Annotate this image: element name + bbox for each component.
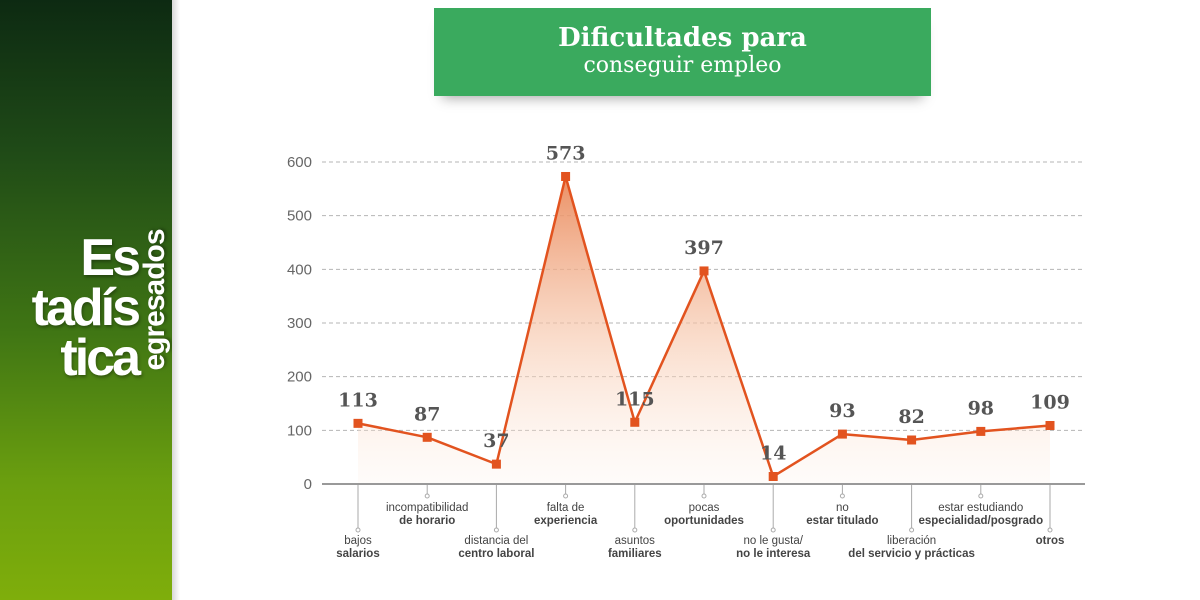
category-label: otros xyxy=(1036,535,1065,547)
axes: 0 100 200 300 400 500 600 xyxy=(287,154,1085,493)
category-tick-dot xyxy=(355,527,361,533)
category-label: salarios xyxy=(336,548,379,560)
category-tick-dot xyxy=(493,527,499,533)
y-tick-label: 500 xyxy=(287,208,312,225)
data-label: 573 xyxy=(546,142,586,164)
category-label: experiencia xyxy=(534,515,598,527)
data-point xyxy=(353,418,363,428)
data-point xyxy=(907,435,917,445)
data-label: 93 xyxy=(829,400,855,422)
brand-line-3: tica xyxy=(60,329,141,387)
category-label: pocas xyxy=(689,502,720,514)
data-label: 113 xyxy=(338,389,378,411)
data-point xyxy=(699,266,709,276)
category-tick-dot xyxy=(424,493,430,499)
category-tick-dot xyxy=(563,493,569,499)
chart-subtitle: conseguir empleo xyxy=(583,53,782,78)
category-tick-dot xyxy=(978,493,984,499)
category-label: familiares xyxy=(608,548,662,560)
category-tick-dot xyxy=(1047,527,1053,533)
category-tick-dot xyxy=(632,527,638,533)
y-tick-label: 600 xyxy=(287,154,312,171)
y-tick-label: 200 xyxy=(287,369,312,386)
category-label: estar titulado xyxy=(806,515,878,527)
data-label: 397 xyxy=(684,237,724,259)
brand-line-2: tadís xyxy=(31,279,141,337)
data-point xyxy=(837,429,847,439)
data-point xyxy=(768,471,778,481)
data-label: 98 xyxy=(968,397,994,419)
data-label: 82 xyxy=(898,406,924,428)
category-label: bajos xyxy=(344,535,372,547)
area-fill-path xyxy=(358,176,1050,485)
category-label: no le gusta/ xyxy=(743,535,803,547)
category-label: distancia del xyxy=(464,535,528,547)
chart-title: Dificultades para xyxy=(558,23,807,53)
category-label: incompatibilidad xyxy=(386,502,468,514)
category-tick-dot xyxy=(839,493,845,499)
category-label: centro laboral xyxy=(458,548,534,560)
y-tick-label: 300 xyxy=(287,315,312,332)
category-tick-dot xyxy=(701,493,707,499)
data-point xyxy=(491,459,501,469)
category-label: especialidad/posgrado xyxy=(918,515,1043,527)
chart-title-banner: Dificultades para conseguir empleo xyxy=(434,8,931,96)
category-label: oportunidades xyxy=(664,515,744,527)
sidebar-divider xyxy=(172,0,180,600)
category-tick-dot xyxy=(770,527,776,533)
category-label: falta de xyxy=(547,502,585,514)
category-label: del servicio y prácticas xyxy=(848,548,975,560)
y-tick-label: 400 xyxy=(287,261,312,278)
data-point xyxy=(422,432,432,442)
category-tick-dot xyxy=(909,527,915,533)
data-label: 115 xyxy=(615,388,655,410)
data-points xyxy=(353,171,1055,481)
sidebar-brand: Es tadís tica egresados xyxy=(0,0,172,600)
data-point xyxy=(976,426,986,436)
category-label: de horario xyxy=(399,515,455,527)
data-label: 109 xyxy=(1030,392,1070,414)
data-labels: 113 87 37 573 115 397 14 93 82 98 109 xyxy=(338,142,1070,464)
brand-line-1: Es xyxy=(80,229,141,287)
data-label: 14 xyxy=(760,442,786,464)
area-fill xyxy=(358,176,1050,485)
data-label: 37 xyxy=(483,430,509,452)
category-label: no le interesa xyxy=(736,548,811,560)
y-tick-label: 100 xyxy=(287,422,312,439)
category-label: liberación xyxy=(887,535,936,547)
category-label: asuntos xyxy=(615,535,656,547)
category-label: no xyxy=(836,502,849,514)
y-tick-label: 0 xyxy=(304,476,312,493)
data-label: 87 xyxy=(414,403,440,425)
data-point xyxy=(561,171,571,181)
data-point xyxy=(630,417,640,427)
data-point xyxy=(1045,421,1055,431)
category-label: estar estudiando xyxy=(938,502,1023,514)
